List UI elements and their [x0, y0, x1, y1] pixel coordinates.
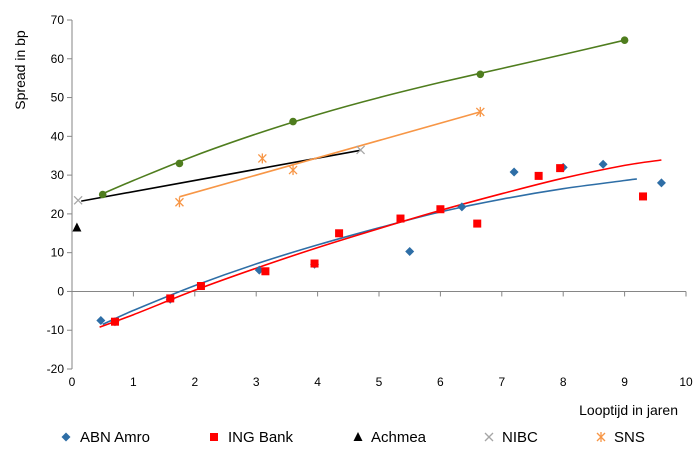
- data-point-ing-bank: [166, 294, 175, 303]
- data-point-series-5: [98, 190, 107, 199]
- y-tick-label: 10: [51, 246, 65, 260]
- legend-label-achmea: Achmea: [371, 429, 427, 446]
- x-axis-title: Looptijd in jaren: [579, 402, 678, 418]
- data-point-series-5: [289, 117, 297, 126]
- data-point-series-5: [476, 70, 485, 79]
- y-tick-label: 70: [51, 13, 65, 27]
- data-points: [72, 36, 666, 327]
- legend-label-abn-amro: ABN Amro: [80, 429, 150, 446]
- legend-marker-nibc: [484, 432, 494, 442]
- legend-label-sns: SNS: [614, 429, 645, 446]
- y-tick-label: 60: [51, 52, 65, 66]
- data-point-ing-bank: [110, 317, 119, 326]
- trendline-sns: [179, 111, 481, 198]
- legend-marker-sns: [596, 432, 606, 442]
- data-point-abn-amro: [509, 167, 519, 177]
- data-point-ing-bank: [556, 164, 565, 173]
- data-point-ing-bank: [196, 282, 205, 291]
- data-point-series-5: [620, 36, 629, 44]
- legend-item-sns: SNS: [596, 429, 645, 446]
- data-point-series-5: [175, 159, 184, 168]
- legend-marker-achmea: [353, 432, 363, 441]
- legend-item-ing-bank: ING Bank: [210, 429, 294, 446]
- x-tick-label: 7: [498, 375, 505, 389]
- legend-marker-abn-amro: [61, 432, 71, 442]
- x-tick-label: 10: [679, 375, 693, 389]
- data-point-sns: [288, 165, 298, 176]
- x-tick-label: 1: [130, 375, 137, 389]
- trendline-ing-bank: [99, 159, 662, 328]
- data-point-ing-bank: [310, 259, 319, 268]
- data-point-sns: [174, 197, 184, 208]
- trendline-series-5: [102, 39, 625, 195]
- y-tick-label: -20: [47, 362, 65, 376]
- y-tick-label: -10: [47, 323, 65, 337]
- x-tick-label: 4: [314, 375, 321, 389]
- data-point-abn-amro: [405, 247, 415, 257]
- y-tick-label: 20: [51, 207, 65, 221]
- data-point-sns: [475, 106, 485, 117]
- data-point-ing-bank: [534, 171, 543, 180]
- x-tick-label: 9: [621, 375, 628, 389]
- x-tick-label: 6: [437, 375, 444, 389]
- y-tick-label: 30: [51, 168, 65, 182]
- data-point-ing-bank: [436, 205, 445, 214]
- data-point-sns: [257, 153, 267, 164]
- data-point-abn-amro: [457, 202, 467, 212]
- data-point-nibc: [356, 145, 366, 155]
- data-point-abn-amro: [96, 316, 106, 326]
- x-tick-label: 8: [560, 375, 567, 389]
- legend-item-achmea: Achmea: [353, 429, 427, 446]
- data-point-ing-bank: [261, 267, 270, 276]
- data-point-ing-bank: [639, 192, 648, 201]
- data-point-ing-bank: [473, 219, 482, 228]
- legend-label-nibc: NIBC: [502, 429, 538, 446]
- legend-marker-ing-bank: [210, 433, 218, 441]
- legend: ABN Amro ING Bank Achmea NIBC SNS: [61, 429, 645, 446]
- axes: -20 -10 0 10 20 30 40 50 60 70 0 1 2 3 4 5 6 7 8 9 10: [47, 13, 693, 389]
- x-tick-label: 0: [69, 375, 76, 389]
- y-tick-label: 40: [51, 129, 65, 143]
- data-point-achmea: [72, 222, 82, 232]
- y-axis-title: Spread in bp: [12, 30, 28, 110]
- trendlines: [81, 39, 662, 328]
- x-tick-label: 3: [253, 375, 260, 389]
- y-tick-label: 0: [57, 284, 64, 298]
- y-tick-label: 50: [51, 91, 65, 105]
- legend-item-abn-amro: ABN Amro: [61, 429, 150, 446]
- data-point-nibc: [73, 195, 83, 205]
- legend-label-ing-bank: ING Bank: [228, 429, 294, 446]
- x-tick-label: 5: [376, 375, 383, 389]
- data-point-abn-amro: [598, 159, 608, 169]
- x-tick-label: 2: [191, 375, 198, 389]
- data-point-ing-bank: [396, 214, 405, 223]
- legend-item-nibc: NIBC: [484, 429, 538, 446]
- data-point-abn-amro: [656, 178, 666, 188]
- trendline-abn-amro: [102, 178, 637, 326]
- data-point-ing-bank: [335, 229, 344, 238]
